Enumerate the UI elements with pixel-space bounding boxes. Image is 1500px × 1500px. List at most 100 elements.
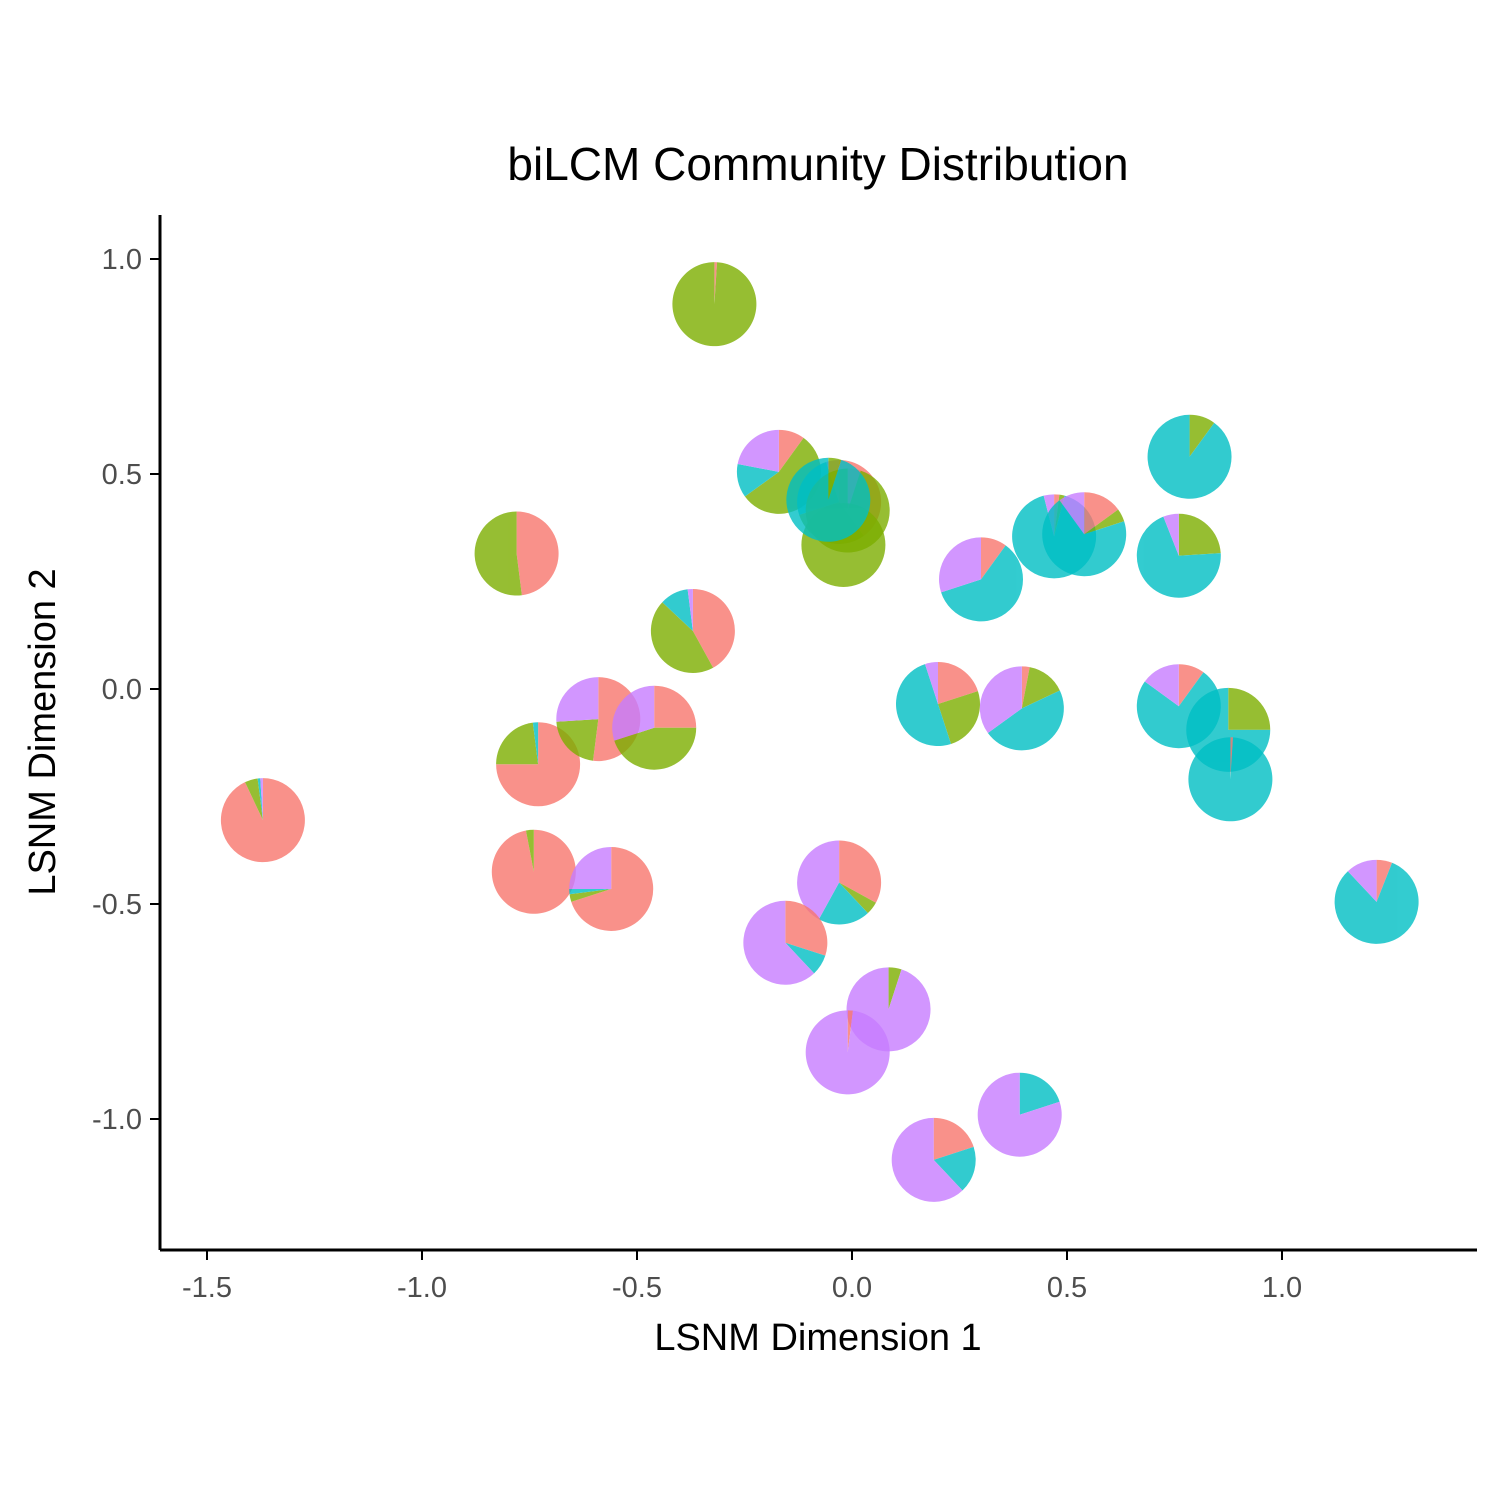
pie-slice [1188, 737, 1273, 822]
pie-point [743, 900, 828, 985]
pie-slice [941, 545, 1023, 622]
pie-point [896, 662, 981, 747]
x-axis-ticks: -1.5 -1.0 -0.5 0.0 0.5 1.0 [182, 1250, 1302, 1304]
pie-slice [888, 967, 902, 1010]
pie-slice [839, 882, 876, 914]
pie-point [220, 778, 305, 863]
pie-slice [220, 778, 305, 863]
pie-slice [1019, 1072, 1060, 1115]
pie-slice [556, 719, 599, 761]
pie-point [1147, 414, 1232, 499]
pie-slice [981, 537, 1006, 580]
y-axis-ticks: 1.0 0.5 0.0 -0.5 -1.0 [92, 244, 160, 1136]
pie-point [496, 722, 581, 807]
pie-slice [1347, 859, 1377, 902]
pie-slice [977, 1072, 1062, 1157]
pie-slice [828, 457, 842, 500]
pie-slice [1059, 492, 1085, 535]
pie-slice [654, 685, 697, 728]
x-tick-label: 0.5 [1047, 1272, 1087, 1304]
pie-slice [933, 1117, 974, 1160]
pie-point [979, 666, 1064, 751]
pie-slice [687, 588, 693, 631]
pie-slice [1334, 862, 1419, 944]
pie-point [1042, 492, 1127, 577]
pie-slice [692, 588, 735, 668]
pie-slice [569, 888, 612, 902]
pie-slice [786, 457, 871, 542]
plot-area [220, 262, 1419, 1202]
pie-slice [818, 882, 868, 925]
pie-slice [260, 778, 263, 821]
pie-slice [1178, 664, 1204, 707]
pie-point [1334, 859, 1419, 944]
pie-slice [1084, 492, 1119, 535]
y-tick-label: 1.0 [102, 244, 142, 276]
pie-slice [785, 942, 826, 974]
pie-slice [662, 589, 693, 631]
pie-slice [979, 666, 1022, 734]
pie-point [491, 829, 576, 914]
pie-slice [1189, 414, 1215, 457]
y-axis-title: LSNM Dimension 2 [22, 568, 64, 895]
chart-title: biLCM Community Distribution [507, 138, 1128, 190]
pie-slice [525, 829, 534, 872]
x-tick-label: 0.0 [832, 1272, 872, 1304]
pie-point [1136, 513, 1221, 598]
pie-point [891, 1117, 976, 1202]
pie-slice [245, 778, 263, 821]
pie-slice [1230, 737, 1234, 780]
pie-slice [614, 727, 697, 770]
pie-slice [569, 846, 612, 889]
pie-slice [491, 829, 576, 914]
pie-slice [532, 722, 539, 765]
x-tick-label: -0.5 [612, 1272, 662, 1304]
pie-slice [1042, 500, 1127, 577]
y-tick-label: -1.0 [92, 1104, 142, 1136]
pie-slice [714, 262, 718, 305]
pie-slice [925, 662, 938, 705]
pie-point [797, 840, 882, 925]
pie-slice [737, 429, 779, 472]
pie-slice [1084, 509, 1125, 535]
pie-point [805, 1010, 890, 1095]
pie-slice [672, 262, 757, 347]
pie-slice [569, 888, 612, 895]
pie-slice [778, 429, 804, 472]
pie-slice [933, 1146, 976, 1191]
pie-slice [891, 1117, 963, 1202]
pie-slice [785, 900, 828, 956]
pie-slice [1163, 513, 1179, 556]
pie-point [1188, 737, 1273, 822]
pie-slice [650, 602, 714, 673]
pie-slice [1376, 859, 1393, 902]
pie-point [786, 457, 871, 542]
pie-slice [496, 722, 539, 765]
pie-slice [1228, 687, 1271, 730]
pie-slice [1178, 513, 1221, 556]
pie-slice [938, 662, 978, 705]
pie-slice [938, 537, 981, 593]
pie-slice [938, 691, 981, 744]
pie-slice [896, 664, 951, 747]
pie-slice [474, 511, 522, 596]
pie-slice [556, 677, 599, 722]
pie-point [569, 846, 654, 931]
y-tick-label: 0.5 [102, 459, 142, 491]
x-tick-label: 1.0 [1262, 1272, 1302, 1304]
y-tick-label: 0.0 [102, 674, 142, 706]
pie-slice [839, 840, 882, 903]
pie-point [672, 262, 757, 347]
pie-point [612, 685, 697, 770]
pie-slice [1136, 516, 1221, 598]
pie-point [474, 511, 559, 596]
pie-slice [743, 900, 815, 985]
x-tick-label: -1.5 [182, 1272, 232, 1304]
x-tick-label: -1.0 [397, 1272, 447, 1304]
pie-slice [1144, 664, 1179, 707]
y-tick-label: -0.5 [92, 889, 142, 921]
pie-slice [736, 463, 779, 497]
pie-slice [1147, 414, 1232, 499]
pie-slice [571, 846, 654, 931]
